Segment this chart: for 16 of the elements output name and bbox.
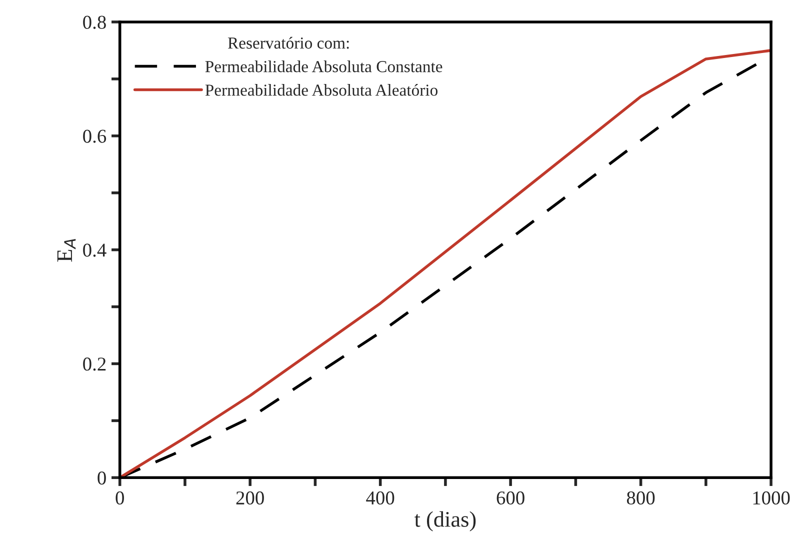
legend-label: Permeabilidade Absoluta Constante bbox=[205, 60, 442, 72]
y-tick-label: 0.6 bbox=[83, 130, 106, 143]
y-tick-label: 0.4 bbox=[83, 244, 106, 257]
x-tick-label: 1000 bbox=[753, 491, 790, 505]
x-tick-label: 800 bbox=[626, 491, 655, 505]
x-tick-label: 0 bbox=[116, 491, 124, 505]
y-axis-title: E$_{A}$ bbox=[57, 238, 76, 262]
y-tick-label: 0.2 bbox=[83, 358, 106, 371]
legend-label: Permeabilidade Absoluta Aleatório bbox=[205, 84, 438, 96]
x-tick-label: 600 bbox=[496, 491, 524, 505]
x-tick-label: 200 bbox=[236, 491, 264, 505]
y-tick-label: 0 bbox=[98, 471, 106, 485]
x-tick-label: 400 bbox=[366, 491, 394, 505]
x-axis-title: t (dias) bbox=[414, 511, 476, 532]
y-tick-label: 0.8 bbox=[83, 16, 106, 29]
legend-title: Reservatório com: bbox=[228, 36, 349, 49]
